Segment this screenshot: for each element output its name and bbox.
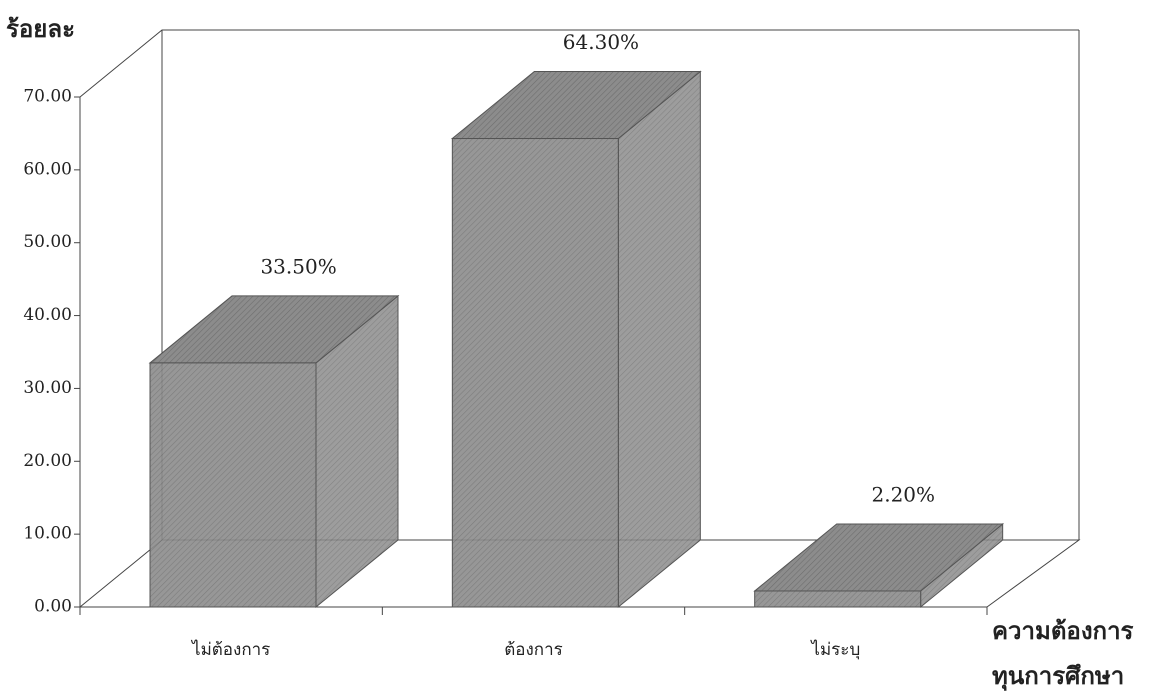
- x-axis-label: ความต้องการ: [992, 617, 1134, 645]
- x-tick-label: ไม่ระบุ: [809, 639, 860, 660]
- value-label: 2.20%: [871, 482, 935, 506]
- value-label: 64.30%: [563, 30, 639, 54]
- bar-side: [618, 72, 700, 607]
- value-label: 33.50%: [260, 254, 336, 278]
- y-tick-label: 10.00: [23, 524, 72, 544]
- y-axis-label: ร้อยละ: [6, 15, 75, 43]
- chart: ร้อยละ ความต้องการ ทุนการศึกษา 0.00 10.00…: [0, 0, 1171, 695]
- x-tick-label: ต้องการ: [504, 640, 563, 660]
- bar: [755, 591, 921, 607]
- y-tick-label: 30.00: [23, 378, 72, 398]
- y-tick-label: 20.00: [23, 451, 72, 471]
- y-tick-label: 70.00: [23, 87, 72, 107]
- x-axis-label: ทุนการศึกษา: [992, 662, 1124, 692]
- y-tick-label: 50.00: [23, 232, 72, 252]
- bar: [150, 363, 316, 607]
- y-tick-label: 40.00: [23, 305, 72, 325]
- x-tick-label: ไม่ต้องการ: [190, 639, 270, 660]
- y-tick-label: 60.00: [23, 159, 72, 179]
- bar: [452, 139, 618, 607]
- y-tick-label: 0.00: [34, 597, 72, 617]
